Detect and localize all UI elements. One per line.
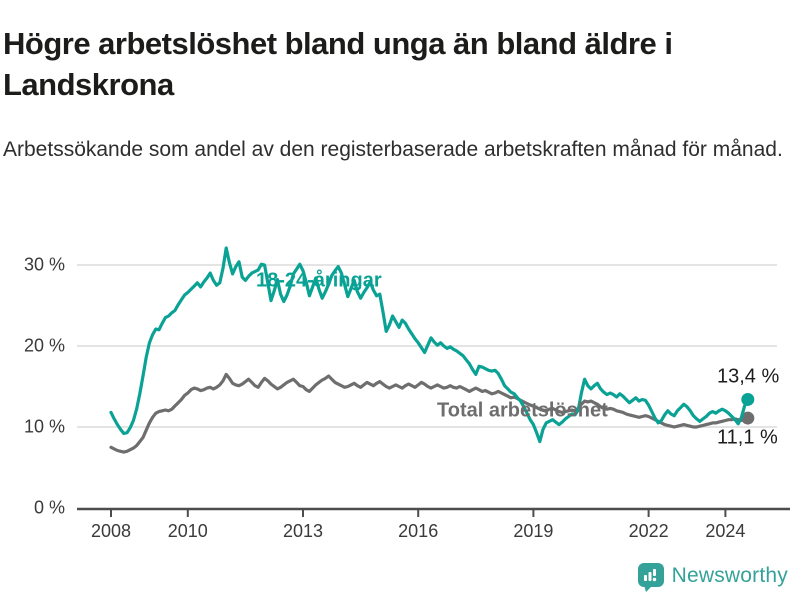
series-end-dot (741, 411, 755, 425)
chart-subtitle: Arbetssökande som andel av den registerb… (3, 138, 783, 161)
bar-chart-speech-bubble-icon (637, 563, 664, 592)
series-line-total (109, 372, 750, 454)
brand-name: Newsworthy (671, 564, 788, 587)
series-line-youth (109, 246, 750, 444)
newsworthy-logo[interactable]: Newsworthy (637, 558, 788, 594)
page-title: Högre arbetslöshet bland unga än bland ä… (3, 25, 673, 102)
series-end-dot (741, 392, 755, 406)
